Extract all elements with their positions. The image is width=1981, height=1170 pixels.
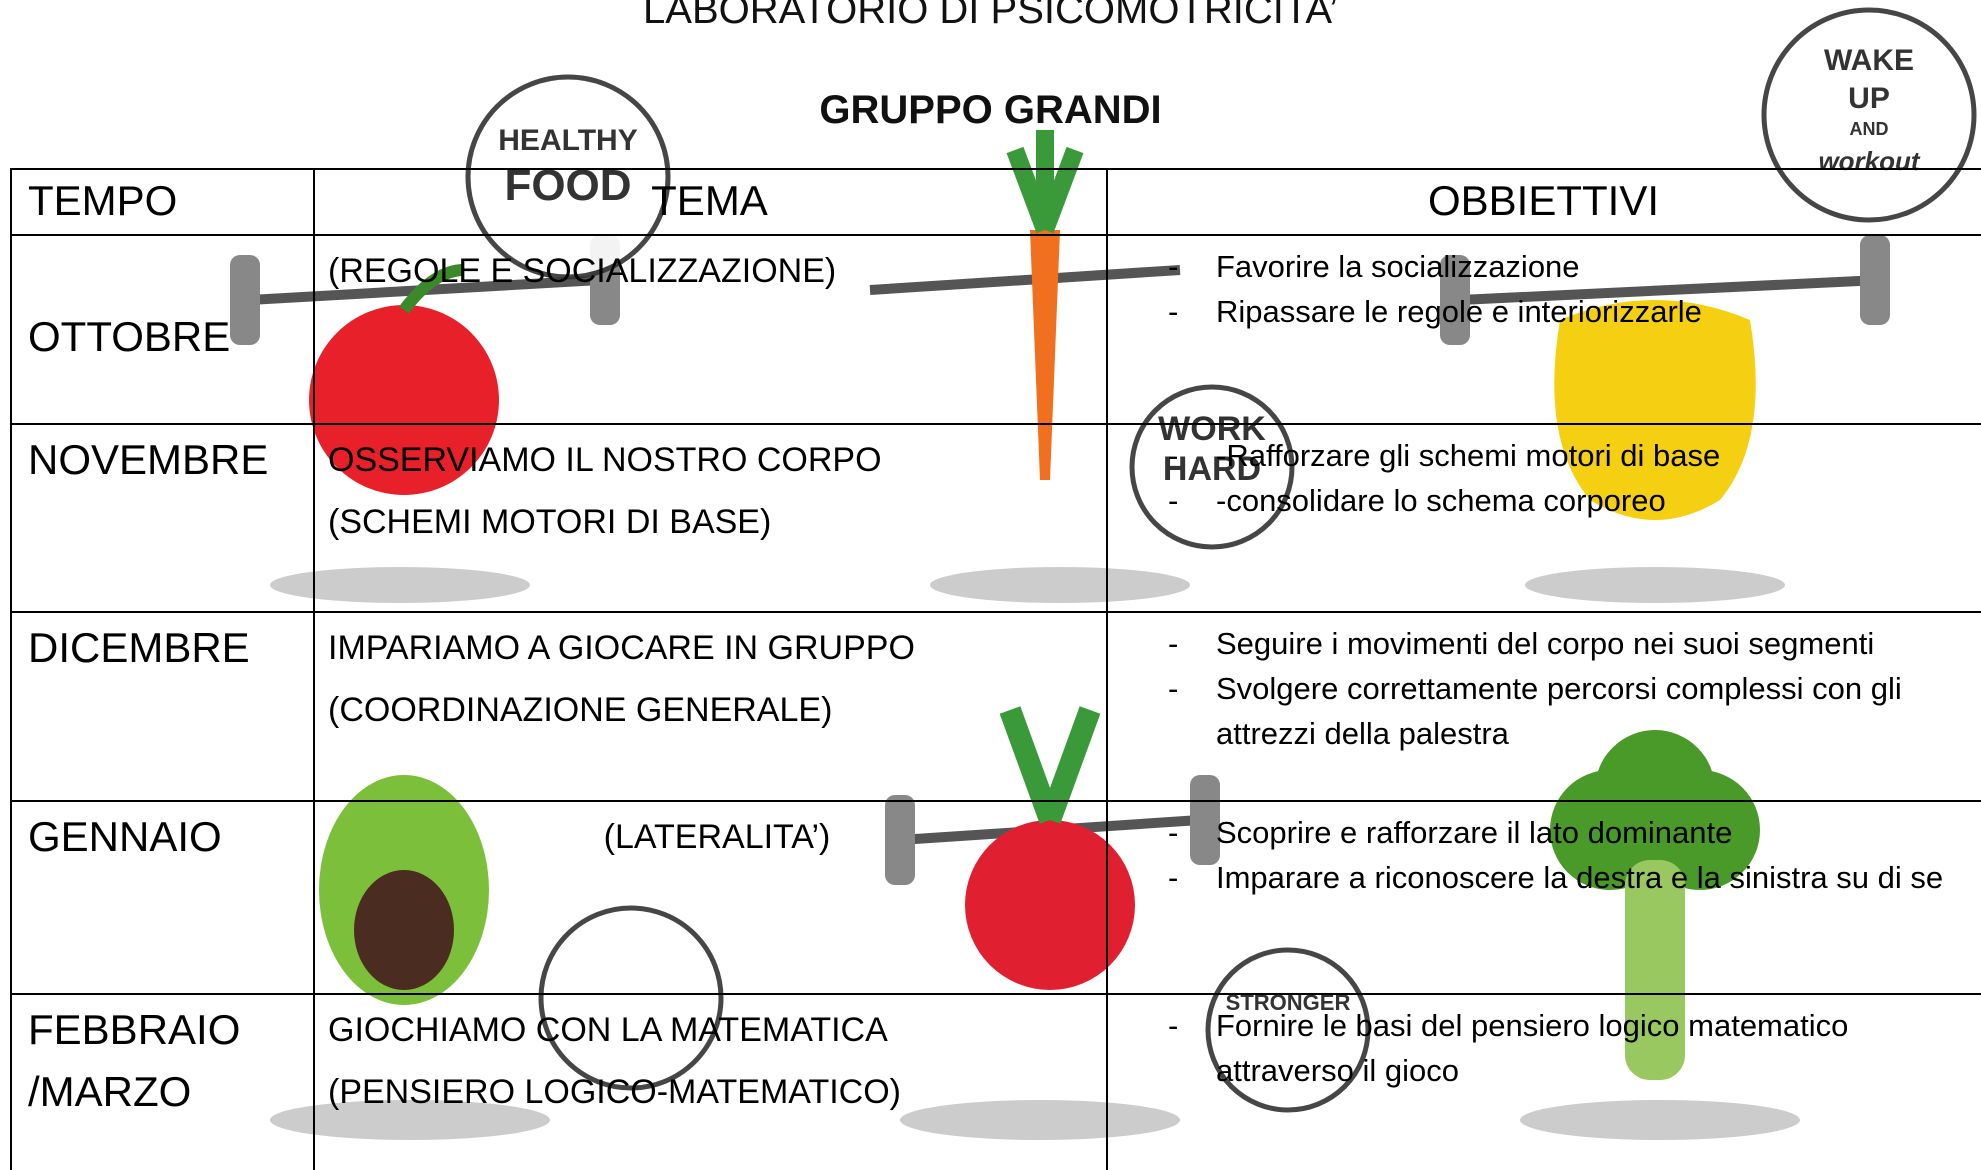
- bullet: -: [1168, 483, 1179, 518]
- deco-text: UP: [1848, 82, 1890, 115]
- bullet: -: [1168, 249, 1179, 284]
- tema-line: OSSERVIAMO IL NOSTRO CORPO: [328, 441, 882, 479]
- bullet: -: [1168, 438, 1179, 473]
- objectives: - Seguire i movimenti del corpo nei suoi …: [1106, 613, 1981, 756]
- tempo: DICEMBRE: [28, 624, 250, 671]
- tema: (REGOLE E SOCIALIZZAZIONE): [313, 236, 1106, 423]
- objective: - Imparare a riconoscere la destra e la s…: [1106, 855, 1981, 900]
- deco-text: WORK: [1158, 410, 1266, 448]
- objectives: - -Rafforzare gli schemi motori di base - -…: [1106, 425, 1981, 523]
- tema-line: (SCHEMI MOTORI DI BASE): [328, 503, 772, 541]
- tema: IMPARIAMO A GIOCARE IN GRUPPO (COORDINAZI…: [313, 613, 1106, 800]
- subtitle: GRUPPO GRANDI: [819, 88, 1162, 132]
- column-header: OBBIETTIVI: [1427, 177, 1660, 224]
- tempo: OTTOBRE: [28, 313, 231, 360]
- column-header: TEMA: [651, 177, 768, 224]
- objective-text: Scoprire e rafforzare il lato dominante: [1216, 815, 1733, 850]
- tema-line: (REGOLE E SOCIALIZZAZIONE): [328, 252, 837, 290]
- objective: - Scoprire e rafforzare il lato dominante: [1106, 810, 1981, 855]
- deco-text: AND: [1850, 119, 1889, 139]
- tema-line: IMPARIAMO A GIOCARE IN GRUPPO: [328, 629, 915, 667]
- objective-text: Imparare a riconoscere la destra e la si…: [1216, 860, 1944, 895]
- tempo: FEBBRAIO /MARZO: [28, 1006, 241, 1115]
- objective: - Favorire la socializzazione: [1106, 244, 1981, 289]
- deco-text: HEALTHY: [498, 124, 637, 157]
- objective: - -Rafforzare gli schemi motori di base: [1106, 433, 1981, 478]
- objectives: - Fornire le basi del pensiero logico mat…: [1106, 995, 1981, 1093]
- objective: - -consolidare lo schema corporeo: [1106, 478, 1981, 523]
- objective-text: Ripassare le regole e interiorizzarle: [1216, 294, 1702, 329]
- row-border: [10, 423, 1981, 425]
- row-border: [10, 611, 1981, 613]
- row-border: [10, 234, 1981, 236]
- row-border: [10, 168, 1981, 170]
- tema-line: GIOCHIAMO CON LA MATEMATICA: [328, 1011, 888, 1049]
- deco-text: workout: [1818, 146, 1920, 176]
- column-header: TEMPO: [28, 177, 178, 224]
- objective-text: Svolgere correttamente percorsi compless…: [1216, 671, 1902, 751]
- objective-text: Fornire le basi del pensiero logico mate…: [1216, 1008, 1849, 1088]
- objective: - Seguire i movimenti del corpo nei suoi …: [1106, 621, 1981, 666]
- column-border: [1106, 168, 1108, 1170]
- row-border: [10, 993, 1981, 995]
- tempo: NOVEMBRE: [28, 436, 269, 483]
- objective-text: Favorire la socializzazione: [1216, 249, 1580, 284]
- tema: OSSERVIAMO IL NOSTRO CORPO (SCHEMI MOTORI…: [313, 425, 1106, 611]
- bullet: -: [1168, 626, 1179, 661]
- objective-text: -consolidare lo schema corporeo: [1216, 483, 1666, 518]
- bullet: -: [1168, 671, 1179, 706]
- deco-text: WAKE: [1824, 44, 1914, 77]
- tema: (LATERALITA’): [313, 802, 1106, 993]
- bullet: -: [1168, 860, 1179, 895]
- bullet: -: [1168, 815, 1179, 850]
- objectives: - Scoprire e rafforzare il lato dominante…: [1106, 802, 1981, 900]
- objective-text: Seguire i movimenti del corpo nei suoi s…: [1216, 626, 1875, 661]
- column-border: [313, 168, 315, 1170]
- bullet: -: [1168, 1008, 1179, 1043]
- bullet: -: [1168, 294, 1179, 329]
- objective: - Ripassare le regole e interiorizzarle: [1106, 289, 1981, 334]
- row-border: [10, 800, 1981, 802]
- tema-line: (COORDINAZIONE GENERALE): [328, 691, 833, 729]
- column-border: [10, 168, 12, 1170]
- objective-text: -Rafforzare gli schemi motori di base: [1216, 438, 1721, 473]
- tempo: GENNAIO: [28, 813, 222, 860]
- deco-text: HARD: [1163, 450, 1261, 488]
- tema-line: (LATERALITA’): [603, 818, 831, 856]
- tema-line: (PENSIERO LOGICO-MATEMATICO): [328, 1073, 901, 1111]
- objective: - Fornire le basi del pensiero logico mat…: [1106, 1003, 1981, 1093]
- objectives: - Favorire la socializzazione - Ripassare l…: [1106, 236, 1981, 334]
- tema: GIOCHIAMO CON LA MATEMATICA (PENSIERO LOG…: [313, 995, 1106, 1170]
- objective: - Svolgere correttamente percorsi comples…: [1106, 666, 1981, 756]
- title: LABORATORIO DI PSICOMOTRICITA’: [643, 0, 1338, 32]
